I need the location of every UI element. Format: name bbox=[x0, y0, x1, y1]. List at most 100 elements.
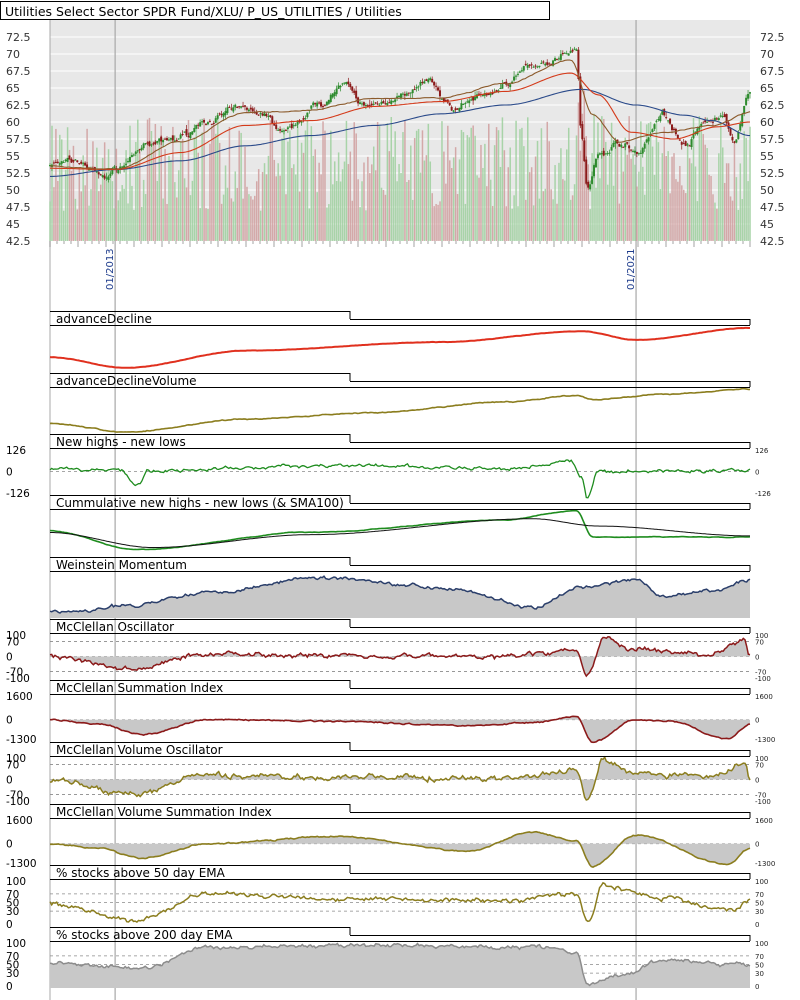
panel-title: % stocks above 200 day EMA bbox=[56, 928, 233, 942]
volume-bar bbox=[419, 172, 422, 241]
volume-bar bbox=[628, 116, 630, 241]
volume-bar bbox=[94, 171, 96, 241]
price-title-box bbox=[0, 1, 550, 20]
candle-body bbox=[403, 94, 406, 96]
candle-body bbox=[339, 85, 342, 88]
volume-bar bbox=[692, 118, 695, 241]
candle-body bbox=[737, 132, 740, 140]
candle-body bbox=[567, 53, 570, 56]
candle-body bbox=[390, 100, 393, 105]
candle-body bbox=[368, 104, 371, 106]
volume-bar bbox=[170, 159, 172, 241]
candle-body bbox=[341, 83, 344, 85]
volume-bar bbox=[688, 158, 691, 241]
volume-bar bbox=[649, 121, 652, 241]
volume-bar bbox=[304, 130, 307, 241]
volume-bar bbox=[452, 157, 455, 241]
volume-bar bbox=[571, 195, 574, 241]
candle-body bbox=[639, 152, 642, 154]
panel-title: advanceDecline bbox=[56, 312, 152, 326]
candle-body bbox=[477, 93, 480, 95]
panel-ytick-right: 126 bbox=[755, 447, 769, 455]
volume-bar bbox=[573, 184, 576, 241]
volume-bar bbox=[105, 171, 108, 241]
candle-body bbox=[156, 141, 159, 143]
candle-body bbox=[552, 60, 555, 66]
candle-body bbox=[643, 143, 646, 149]
volume-bar bbox=[316, 192, 318, 241]
volume-bar bbox=[90, 189, 92, 241]
panel-ytick-left: 100 bbox=[6, 876, 26, 888]
volume-bar bbox=[84, 185, 86, 241]
candle-body bbox=[208, 120, 211, 122]
sma-short-line bbox=[49, 59, 751, 170]
candle-body bbox=[242, 105, 245, 107]
volume-bar bbox=[199, 208, 201, 241]
panel-ytick-left: 0 bbox=[6, 715, 13, 727]
candle-body bbox=[259, 113, 262, 115]
candle-body bbox=[103, 175, 106, 179]
volume-bar bbox=[540, 128, 543, 241]
candle-body bbox=[144, 143, 147, 145]
candle-body bbox=[700, 123, 703, 126]
volume-bar bbox=[294, 174, 297, 241]
volume-bar bbox=[497, 130, 500, 241]
volume-bar bbox=[482, 167, 484, 241]
volume-bar bbox=[369, 173, 371, 241]
candle-body bbox=[647, 137, 650, 142]
volume-bar bbox=[86, 128, 88, 241]
volume-bar bbox=[464, 203, 467, 241]
volume-bar bbox=[640, 121, 642, 241]
candle-body bbox=[635, 151, 638, 154]
volume-bar bbox=[507, 167, 510, 241]
volume-bar bbox=[727, 163, 730, 241]
candle-body bbox=[725, 114, 728, 124]
price-ytick-right: 67.5 bbox=[760, 65, 785, 78]
candle-body bbox=[306, 112, 309, 118]
candle-body bbox=[594, 158, 597, 168]
candle-body bbox=[602, 150, 605, 156]
candle-body bbox=[454, 108, 457, 111]
candle-body bbox=[618, 143, 621, 147]
candle-body bbox=[550, 63, 553, 65]
panel-ytick-right: 0 bbox=[755, 921, 759, 929]
volume-bar bbox=[429, 161, 432, 241]
candle-body bbox=[148, 141, 151, 146]
volume-bar bbox=[447, 125, 449, 241]
candle-body bbox=[171, 135, 174, 141]
volume-bar bbox=[205, 208, 207, 241]
candle-body bbox=[657, 119, 660, 121]
indicator-line bbox=[49, 387, 750, 433]
volume-bar bbox=[213, 126, 215, 241]
candle-body bbox=[372, 103, 375, 105]
volume-bar bbox=[343, 161, 346, 241]
volume-bar bbox=[665, 155, 667, 241]
indicator-line bbox=[49, 881, 751, 924]
volume-bar bbox=[291, 168, 293, 241]
candle-body bbox=[292, 125, 295, 127]
volume-bar bbox=[408, 180, 410, 241]
candle-body bbox=[169, 138, 172, 140]
volume-bar bbox=[111, 181, 114, 241]
volume-bar bbox=[117, 200, 120, 241]
volume-bar bbox=[248, 194, 250, 241]
volume-bar bbox=[392, 156, 394, 241]
candle-body bbox=[304, 118, 307, 120]
candle-body bbox=[711, 121, 714, 123]
volume-bar bbox=[659, 189, 662, 241]
volume-bar bbox=[396, 181, 398, 241]
candle-body bbox=[684, 141, 687, 146]
candle-body bbox=[476, 94, 479, 99]
panel-ytick-right: -70 bbox=[755, 669, 766, 677]
volume-bar bbox=[684, 193, 687, 241]
volume-bar bbox=[386, 123, 389, 241]
volume-bar bbox=[394, 131, 396, 241]
candle-body bbox=[331, 93, 334, 98]
candle-body bbox=[128, 156, 131, 162]
candle-body bbox=[672, 128, 675, 130]
volume-bar bbox=[154, 123, 157, 241]
volume-bar bbox=[78, 167, 81, 241]
volume-bar bbox=[493, 145, 496, 241]
volume-bar bbox=[62, 210, 65, 241]
